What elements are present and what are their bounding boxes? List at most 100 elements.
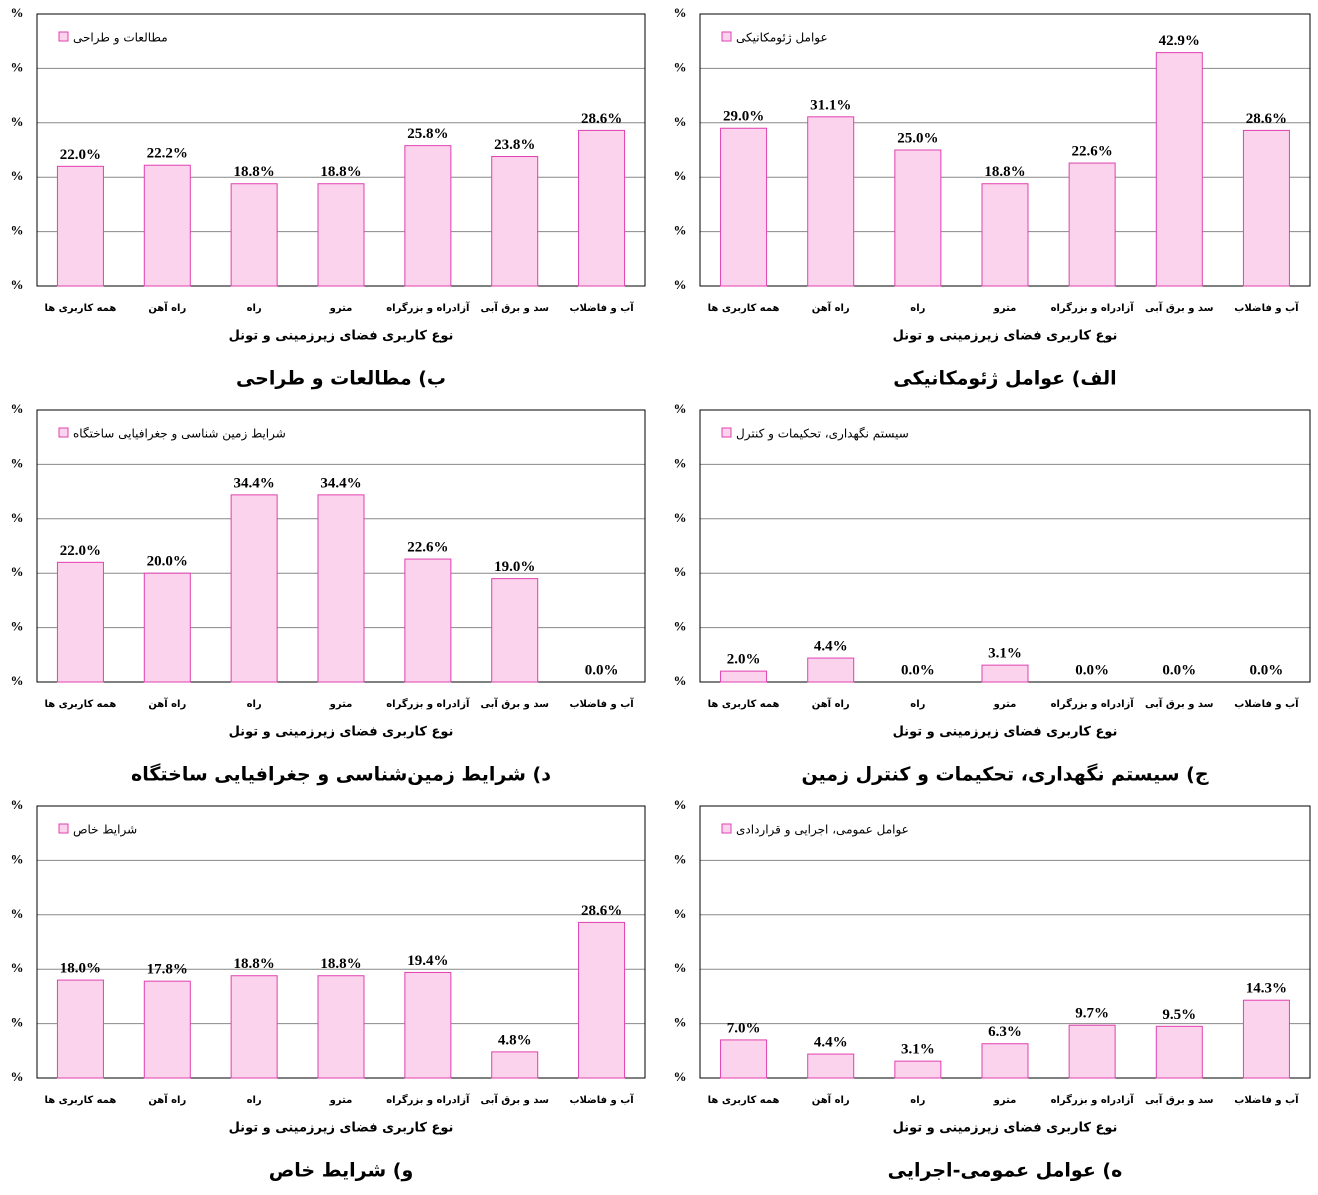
x-tick-label: مترو — [329, 699, 353, 710]
bar — [56, 561, 104, 683]
legend-label: مطالعات و طراحی — [73, 31, 168, 46]
x-tick-label: آب و فاضلاب — [1234, 1093, 1299, 1106]
chart-caption: الف) عوامل ژئومکانیکی — [893, 368, 1116, 390]
x-tick-label: آب و فاضلاب — [569, 697, 634, 710]
x-tick-label: همه کاربری ها — [708, 303, 780, 314]
x-tick-label: مترو — [993, 699, 1017, 710]
x-tick-label: همه کاربری ها — [45, 303, 117, 314]
y-tick-label: % — [674, 960, 687, 975]
value-label: 34.4% — [320, 475, 361, 491]
y-tick-label: % — [11, 906, 24, 921]
x-axis-title: نوع کاربری فضای زیرزمینی و تونل — [229, 329, 454, 344]
bar — [807, 116, 855, 287]
chart-panel: %%%%%% همه کاربری ها راه آهن راه مترو آزادراه… — [674, 797, 1311, 1182]
x-tick-label: راه — [910, 303, 925, 314]
x-tick-label: راه — [910, 699, 925, 710]
x-tick-label: همه کاربری ها — [708, 1095, 780, 1106]
bar — [491, 1051, 539, 1079]
bar — [317, 494, 365, 683]
x-tick-label: سد و برق آبی — [1145, 697, 1214, 710]
y-tick-label: % — [11, 619, 24, 634]
y-tick-label: % — [11, 673, 24, 688]
value-label: 4.4% — [814, 1035, 848, 1051]
x-tick-label: مترو — [993, 1095, 1017, 1106]
x-tick-label: سد و برق آبی — [480, 301, 549, 314]
value-label: 17.8% — [147, 962, 188, 978]
value-label: 18.8% — [234, 164, 275, 180]
y-tick-label: % — [674, 277, 687, 292]
x-tick-label: سد و برق آبی — [1145, 301, 1214, 314]
value-label: 22.6% — [407, 539, 448, 555]
value-label: 0.0% — [901, 662, 935, 678]
bar — [143, 164, 191, 287]
bar — [143, 572, 191, 683]
y-tick-label: % — [11, 1015, 24, 1030]
chart-panel: %%%%%% همه کاربری ها راه آهن راه مترو آزادراه… — [11, 797, 646, 1182]
y-tick-label: % — [11, 797, 24, 812]
value-label: 28.6% — [581, 111, 622, 127]
value-label: 18.8% — [320, 956, 361, 972]
legend-label: عوامل عمومی، اجرایی و قراردادی — [736, 823, 909, 838]
value-label: 3.1% — [988, 646, 1022, 662]
y-tick-label: % — [11, 277, 24, 292]
bar — [317, 975, 365, 1079]
legend-label: عوامل ژئومکانیکی — [736, 31, 828, 46]
x-tick-label: آزادراه و بزرگراه — [1051, 301, 1135, 314]
x-tick-label: آزادراه و بزرگراه — [386, 1093, 470, 1106]
value-label: 22.2% — [147, 146, 188, 162]
value-label: 19.0% — [494, 559, 535, 575]
bar — [720, 127, 768, 287]
x-tick-label: آزادراه و بزرگراه — [386, 697, 470, 710]
y-tick-label: % — [674, 619, 687, 634]
x-tick-label: راه آهن — [812, 1093, 850, 1106]
x-tick-label: مترو — [993, 303, 1017, 314]
value-label: 0.0% — [1075, 662, 1109, 678]
x-axis-title: نوع کاربری فضای زیرزمینی و تونل — [893, 1121, 1118, 1136]
legend-swatch — [721, 823, 732, 834]
legend-label: شرایط خاص — [73, 823, 137, 838]
value-label: 31.1% — [810, 97, 851, 113]
y-tick-label: % — [674, 906, 687, 921]
x-tick-label: راه — [910, 1095, 925, 1106]
chart-panel: %%%%%% همه کاربری ها راه آهن راه مترو آزادراه… — [674, 5, 1311, 390]
legend-swatch — [58, 427, 69, 438]
y-tick-label: % — [674, 510, 687, 525]
x-axis-title: نوع کاربری فضای زیرزمینی و تونل — [229, 1121, 454, 1136]
legend-swatch — [58, 31, 69, 42]
x-tick-label: همه کاربری ها — [708, 699, 780, 710]
value-label: 34.4% — [234, 475, 275, 491]
x-tick-label: راه آهن — [812, 301, 850, 314]
value-label: 0.0% — [585, 662, 619, 678]
y-tick-label: % — [11, 851, 24, 866]
y-tick-label: % — [674, 455, 687, 470]
y-tick-label: % — [674, 1069, 687, 1084]
value-label: 0.0% — [1250, 662, 1284, 678]
bar — [1068, 162, 1116, 287]
value-label: 20.0% — [147, 554, 188, 570]
value-label: 18.8% — [320, 164, 361, 180]
bar — [56, 165, 104, 287]
bar — [578, 921, 626, 1079]
legend-label: شرایط زمین شناسی و جغرافیایی ساختگاه — [73, 427, 286, 442]
y-tick-label: % — [11, 455, 24, 470]
y-tick-label: % — [674, 168, 687, 183]
x-tick-label: سد و برق آبی — [1145, 1093, 1214, 1106]
chart-caption: ه) عوامل عمومی-اجرایی — [888, 1160, 1123, 1182]
x-tick-label: آب و فاضلاب — [1234, 697, 1299, 710]
x-tick-label: آزادراه و بزرگراه — [1051, 1093, 1135, 1106]
y-tick-label: % — [11, 223, 24, 238]
x-tick-label: راه آهن — [812, 697, 850, 710]
x-tick-label: راه — [247, 699, 262, 710]
y-tick-label: % — [674, 564, 687, 579]
value-label: 19.4% — [407, 953, 448, 969]
x-tick-label: سد و برق آبی — [480, 697, 549, 710]
bar — [1155, 1025, 1203, 1079]
bar — [894, 149, 942, 287]
bar — [1068, 1024, 1116, 1079]
legend-swatch — [721, 427, 732, 438]
x-tick-label: آب و فاضلاب — [569, 1093, 634, 1106]
legend-label: سیستم نگهداری، تحکیمات و کنترل — [736, 427, 909, 442]
bar — [981, 664, 1029, 683]
value-label: 22.6% — [1072, 143, 1113, 159]
bar — [491, 156, 539, 287]
